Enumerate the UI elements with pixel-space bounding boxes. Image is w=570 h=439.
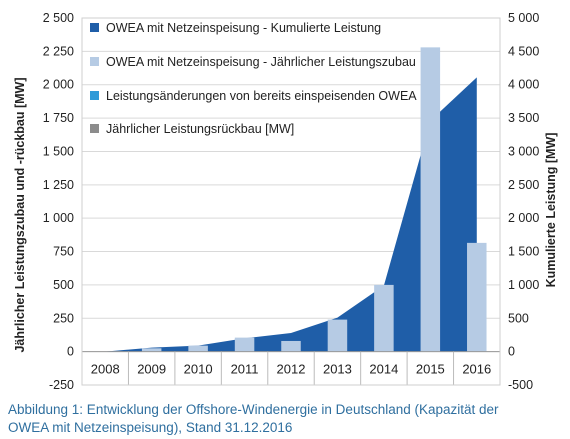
x-tick-label: 2013 <box>323 361 352 376</box>
right-tick-label: 2 000 <box>508 211 539 225</box>
legend: OWEA mit Netzeinspeisung - Kumulierte Le… <box>90 21 417 136</box>
x-tick-label: 2014 <box>369 361 398 376</box>
left-tick-label: 750 <box>53 245 74 259</box>
left-tick-label: 250 <box>53 311 74 325</box>
left-tick-label: 2 000 <box>43 78 74 92</box>
right-tick-label: 2 500 <box>508 178 539 192</box>
left-tick-label: 2 250 <box>43 44 74 58</box>
legend-swatch <box>90 91 99 100</box>
x-tick-label: 2008 <box>91 361 120 376</box>
legend-label: Jährlicher Leistungsrückbau [MW] <box>106 122 294 136</box>
caption-line-1: Abbildung 1: Entwicklung der Offshore-Wi… <box>8 402 499 417</box>
annual-bars <box>141 47 487 352</box>
legend-label: OWEA mit Netzeinspeisung - Jährlicher Le… <box>106 55 416 69</box>
left-axis-title: Jährlicher Leistungszubau und -rückbau [… <box>13 77 27 352</box>
offshore-wind-chart: 2 500 2 250 2 000 1 750 1 500 1 250 1 000 750 50… <box>13 11 558 392</box>
legend-swatch <box>90 57 99 66</box>
annual-addition-bar <box>467 242 487 352</box>
x-tick-label: 2010 <box>184 361 213 376</box>
right-tick-label: -500 <box>508 378 533 392</box>
right-tick-label: 5 000 <box>508 11 539 25</box>
right-axis-title: Kumulierte Leistung [MW] <box>544 133 558 288</box>
left-tick-label: 1 000 <box>43 211 74 225</box>
legend-swatch <box>90 124 99 133</box>
annual-addition-bar <box>374 284 394 352</box>
right-tick-label: 4 500 <box>508 44 539 58</box>
annual-addition-bar <box>420 47 441 352</box>
annual-addition-bar <box>234 337 255 352</box>
annual-addition-bar <box>281 340 301 352</box>
x-tick-label: 2009 <box>137 361 166 376</box>
left-tick-label: 1 250 <box>43 178 74 192</box>
legend-label: Leistungsänderungen von bereits einspeis… <box>106 89 417 103</box>
annual-addition-bar <box>327 319 348 352</box>
x-tick-label: 2016 <box>462 361 491 376</box>
left-tick-label: 0 <box>67 345 74 359</box>
x-tick-label: 2015 <box>416 361 445 376</box>
left-tick-label: 500 <box>53 278 74 292</box>
figure-caption: Abbildung 1: Entwicklung der Offshore-Wi… <box>8 401 568 437</box>
right-tick-label: 4 000 <box>508 78 539 92</box>
left-tick-label: -250 <box>49 378 74 392</box>
annual-addition-bar <box>188 345 208 352</box>
right-tick-label: 500 <box>508 311 529 325</box>
right-tick-label: 1 500 <box>508 245 539 259</box>
plot-frame <box>81 17 501 386</box>
caption-line-2: OWEA mit Netzeinspeisung), Stand 31.12.2… <box>8 420 293 435</box>
axes: 2 500 2 250 2 000 1 750 1 500 1 250 1 000 750 50… <box>43 11 540 392</box>
right-tick-label: 3 500 <box>508 111 539 125</box>
left-tick-label: 1 750 <box>43 111 74 125</box>
right-tick-label: 3 000 <box>508 144 539 158</box>
legend-label: OWEA mit Netzeinspeisung - Kumulierte Le… <box>106 21 381 35</box>
legend-swatch <box>90 23 99 32</box>
left-tick-label: 1 500 <box>43 144 74 158</box>
x-tick-label: 2012 <box>277 361 306 376</box>
left-tick-label: 2 500 <box>43 11 74 25</box>
x-tick-label: 2011 <box>231 361 259 376</box>
right-tick-label: 1 000 <box>508 278 539 292</box>
right-tick-label: 0 <box>508 345 515 359</box>
annual-addition-bar <box>141 348 162 352</box>
